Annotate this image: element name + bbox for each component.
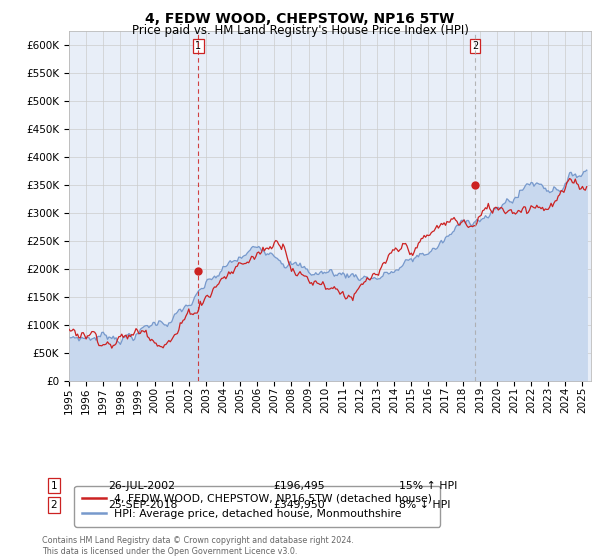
Text: 4, FEDW WOOD, CHEPSTOW, NP16 5TW: 4, FEDW WOOD, CHEPSTOW, NP16 5TW [145,12,455,26]
Legend: 4, FEDW WOOD, CHEPSTOW, NP16 5TW (detached house), HPI: Average price, detached : 4, FEDW WOOD, CHEPSTOW, NP16 5TW (detach… [74,486,440,526]
Text: 1: 1 [196,41,202,51]
Text: 1: 1 [50,480,58,491]
Text: 15% ↑ HPI: 15% ↑ HPI [399,480,457,491]
Text: £196,495: £196,495 [273,480,325,491]
Text: Contains HM Land Registry data © Crown copyright and database right 2024.
This d: Contains HM Land Registry data © Crown c… [42,536,354,556]
Text: £349,950: £349,950 [273,500,325,510]
Text: 26-JUL-2002: 26-JUL-2002 [108,480,175,491]
Text: Price paid vs. HM Land Registry's House Price Index (HPI): Price paid vs. HM Land Registry's House … [131,24,469,36]
Text: 2: 2 [472,41,478,51]
Text: 8% ↓ HPI: 8% ↓ HPI [399,500,451,510]
Text: 2: 2 [50,500,58,510]
Text: 25-SEP-2018: 25-SEP-2018 [108,500,178,510]
